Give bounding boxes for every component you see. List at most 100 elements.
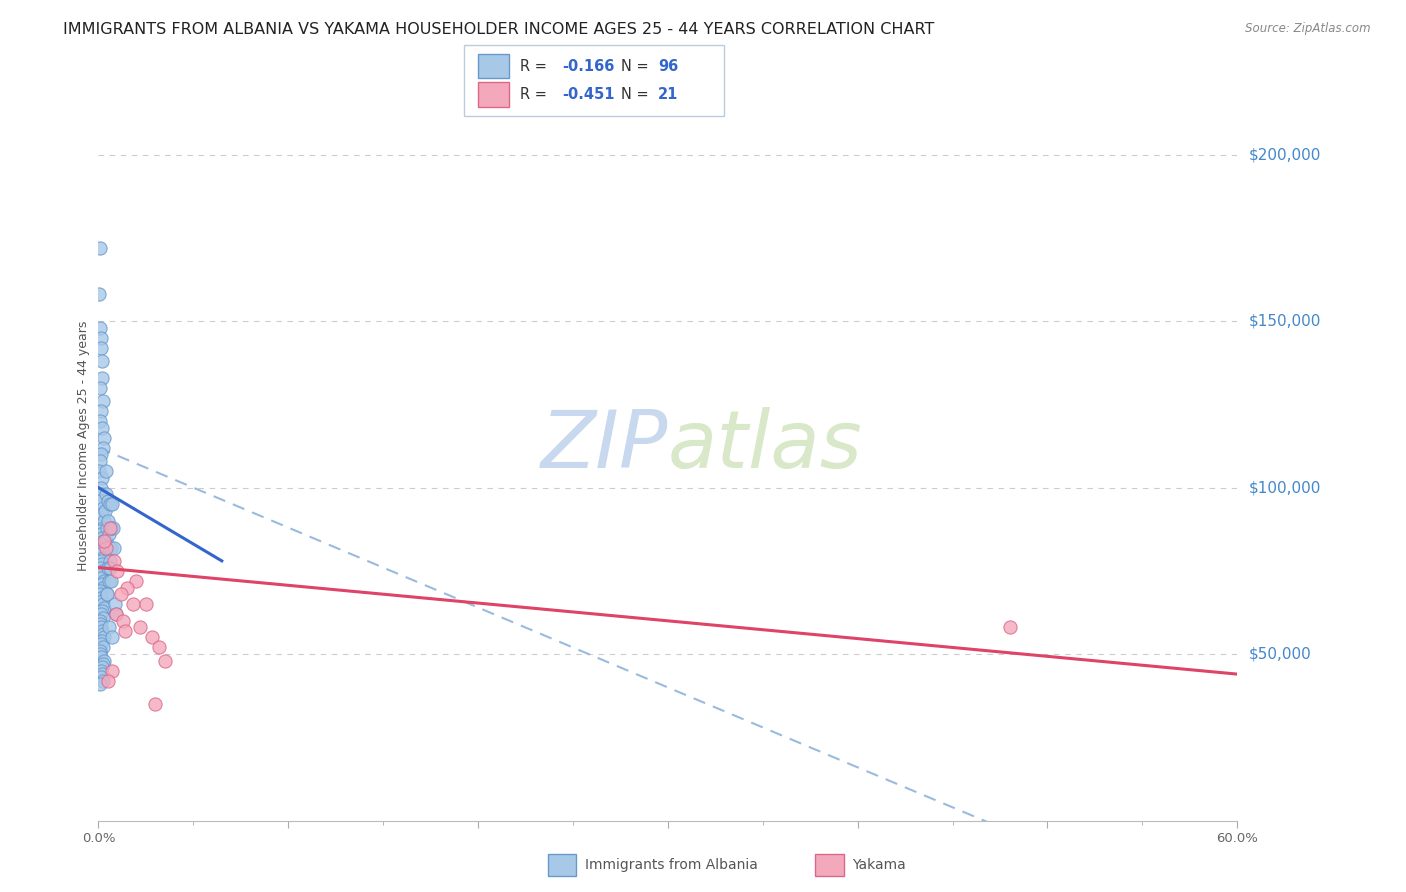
Point (89, 454, 111, 468)
Point (103, 541, 125, 555)
Point (89, 560, 111, 574)
Point (101, 520, 124, 534)
Point (98, 560, 121, 574)
Point (91, 558, 114, 572)
Point (89, 320, 111, 334)
Point (90, 481, 112, 495)
Text: atlas: atlas (668, 407, 863, 485)
Y-axis label: Householder Income Ages 25 - 44 years: Householder Income Ages 25 - 44 years (77, 321, 90, 571)
Point (94, 464, 117, 478)
Point (89, 677, 111, 691)
Point (89, 464, 111, 478)
Text: R =: R = (520, 59, 551, 73)
Point (91, 520, 114, 534)
Point (91, 550, 114, 565)
Point (90, 404, 112, 418)
Point (96, 533, 118, 548)
Point (91, 564, 114, 578)
Point (91, 470, 114, 484)
Point (104, 607, 127, 622)
Text: R =: R = (520, 87, 551, 102)
Text: $200,000: $200,000 (1249, 147, 1320, 162)
Point (125, 574, 148, 588)
Point (91, 441, 114, 455)
Point (96, 587, 118, 601)
Point (91, 370, 114, 384)
Text: Immigrants from Albania: Immigrants from Albania (585, 858, 758, 871)
Point (121, 597, 143, 611)
Point (89, 414, 111, 428)
Text: N =: N = (621, 59, 654, 73)
Point (91, 673, 114, 688)
Text: -0.451: -0.451 (562, 87, 614, 102)
Point (153, 654, 176, 668)
Point (90, 633, 112, 648)
Point (98, 497, 121, 511)
Point (94, 541, 117, 555)
Point (90, 591, 112, 605)
Point (91, 500, 114, 515)
Point (90, 664, 112, 678)
Point (100, 541, 122, 555)
Point (90, 508, 112, 522)
Point (103, 554, 125, 568)
Point (96, 520, 118, 534)
Point (90, 541, 112, 555)
Point (90, 650, 112, 665)
Point (93, 574, 115, 588)
Point (97, 494, 120, 508)
Point (91, 624, 114, 638)
Point (97, 560, 120, 574)
Point (100, 520, 122, 534)
Point (89, 287, 111, 301)
Point (94, 504, 117, 518)
Point (100, 631, 122, 645)
Point (89, 241, 111, 255)
Point (91, 660, 114, 674)
Point (91, 531, 114, 545)
Point (90, 570, 112, 584)
Point (93, 654, 115, 668)
Point (93, 631, 115, 645)
Point (91, 597, 114, 611)
Point (103, 597, 125, 611)
Point (93, 533, 115, 548)
Point (90, 637, 112, 651)
Point (96, 587, 118, 601)
Text: $50,000: $50,000 (1249, 647, 1312, 662)
Point (97, 527, 120, 541)
Point (100, 574, 122, 588)
Point (90, 670, 112, 684)
Point (141, 631, 163, 645)
Point (96, 514, 118, 528)
Point (97, 620, 120, 634)
Point (90, 604, 112, 618)
Point (91, 394, 114, 409)
Point (91, 610, 114, 624)
Point (90, 447, 112, 461)
Point (89, 617, 111, 632)
Point (145, 697, 167, 711)
Text: N =: N = (621, 87, 654, 102)
Point (89, 494, 111, 508)
Point (93, 514, 115, 528)
Point (93, 537, 115, 551)
Text: -0.166: -0.166 (562, 59, 614, 73)
Text: IMMIGRANTS FROM ALBANIA VS YAKAMA HOUSEHOLDER INCOME AGES 25 - 44 YEARS CORRELAT: IMMIGRANTS FROM ALBANIA VS YAKAMA HOUSEH… (63, 22, 935, 37)
Point (97, 673, 120, 688)
Point (112, 614, 135, 628)
Point (100, 497, 122, 511)
Point (89, 524, 111, 538)
Point (89, 644, 111, 658)
Point (91, 640, 114, 655)
Text: $150,000: $150,000 (1249, 314, 1320, 328)
Text: Yakama: Yakama (852, 858, 905, 871)
Point (93, 600, 115, 615)
Point (90, 567, 112, 582)
Point (114, 624, 136, 638)
Point (90, 620, 112, 634)
Point (97, 574, 120, 588)
Point (129, 620, 152, 634)
Point (90, 487, 112, 501)
Point (89, 381, 111, 395)
